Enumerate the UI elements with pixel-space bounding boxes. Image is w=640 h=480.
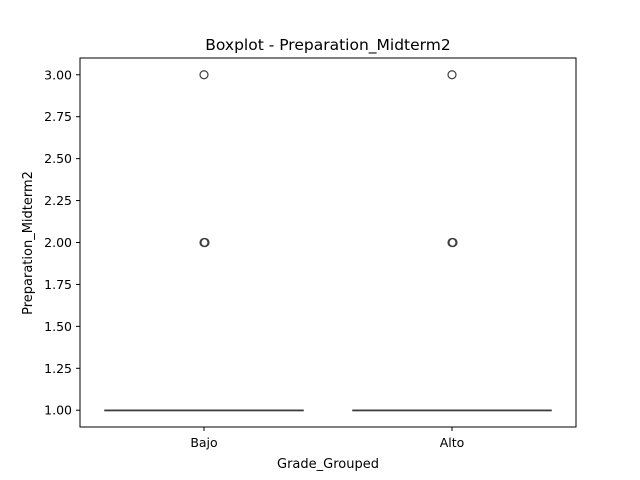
- y-tick-label: 2.25: [44, 193, 72, 208]
- axes-frame: [79, 57, 577, 428]
- y-tick-label: 2.00: [44, 235, 72, 250]
- y-tick-label: 1.25: [44, 361, 72, 376]
- y-tick-label: 1.50: [44, 319, 72, 334]
- plot-area: 1.00 1.25 1.50 1.75 2.00 2.25 2.50 2.75 3.00 Bajo…: [44, 57, 577, 450]
- y-tick-label: 3.00: [44, 67, 72, 82]
- outlier-point: [199, 70, 209, 80]
- chart-title: Boxplot - Preparation_Midterm2: [205, 36, 450, 55]
- outlier-point: [448, 237, 458, 248]
- x-tick-label: Alto: [440, 435, 465, 450]
- box-alto: [352, 70, 552, 412]
- outlier-point: [200, 237, 210, 248]
- box-bajo: [104, 70, 304, 412]
- outlier-point: [447, 70, 457, 80]
- y-tick-label: 2.50: [44, 151, 72, 166]
- y-tick-label: 1.75: [44, 277, 72, 292]
- y-tick-label: 1.00: [44, 403, 72, 418]
- x-tick-label: Bajo: [190, 435, 217, 450]
- y-tick-label: 2.75: [44, 109, 72, 124]
- y-axis-label: Preparation_Midterm2: [21, 171, 36, 315]
- x-axis-label: Grade_Grouped: [277, 457, 379, 472]
